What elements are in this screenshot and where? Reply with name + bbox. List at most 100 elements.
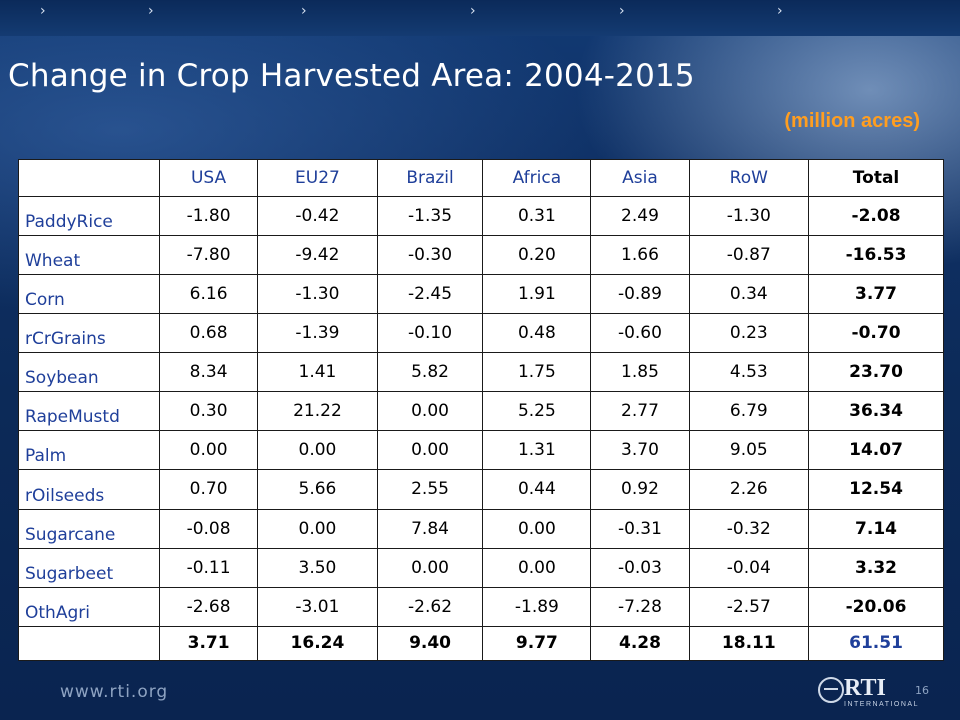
table-cell: 1.31	[482, 430, 592, 471]
row-label: PaddyRice	[18, 195, 160, 237]
row-label: Palm	[18, 430, 160, 471]
table-cell: 0.31	[482, 195, 592, 237]
column-header-row: RoW	[688, 159, 810, 197]
table-row: OthAgri -2.68 -3.01 -2.62 -1.89 -7.28 -2.57 -20…	[18, 586, 944, 627]
table-cell: 6.16	[158, 274, 259, 315]
table-cell: -1.30	[688, 195, 810, 237]
table-row: RapeMustd 0.30 21.22 0.00 5.25 2.77 6.79 36.34	[18, 391, 944, 432]
table-cell: -1.30	[257, 274, 378, 315]
table-cell: 3.50	[257, 547, 378, 588]
row-total-cell: 3.77	[808, 274, 944, 315]
column-header-africa: Africa	[482, 159, 592, 197]
row-total-cell: 36.34	[808, 391, 944, 432]
table-cell: -0.08	[158, 508, 259, 549]
table-cell: -1.89	[482, 586, 592, 627]
row-total-cell: 23.70	[808, 352, 944, 393]
nav-chevron-icon: ›	[40, 3, 46, 19]
table-cell: 1.66	[590, 235, 690, 276]
table-row: Sugarcane -0.08 0.00 7.84 0.00 -0.31 -0.32 7.14	[18, 508, 944, 549]
table-cell: 8.34	[158, 352, 259, 393]
table-cell: -2.68	[158, 586, 259, 627]
row-label: RapeMustd	[18, 391, 160, 432]
column-header-eu27: EU27	[257, 159, 378, 197]
column-total-cell: 9.40	[376, 625, 484, 662]
table-row: PaddyRice -1.80 -0.42 -1.35 0.31 2.49 -1.30 -2.…	[18, 195, 944, 237]
row-total-cell: 3.32	[808, 547, 944, 588]
table-header-row: USA EU27 Brazil Africa Asia RoW Total	[18, 159, 944, 197]
table-cell: -0.42	[257, 195, 378, 237]
table-cell: -0.60	[590, 313, 690, 354]
nav-chevron-icon: ›	[148, 3, 154, 19]
table-cell: -2.62	[376, 586, 484, 627]
table-cell: 0.00	[158, 430, 259, 471]
table-row: Soybean 8.34 1.41 5.82 1.75 1.85 4.53 23.70	[18, 352, 944, 393]
crop-area-table: USA EU27 Brazil Africa Asia RoW Total Pa…	[18, 159, 944, 662]
table-cell: 0.70	[158, 469, 259, 510]
table-cell: 21.22	[257, 391, 378, 432]
column-total-cell: 3.71	[158, 625, 259, 662]
table-cell: 0.68	[158, 313, 259, 354]
table-cell: 0.34	[688, 274, 810, 315]
table-cell: 0.00	[482, 547, 592, 588]
row-total-cell: -20.06	[808, 586, 944, 627]
table-cell: 0.00	[257, 508, 378, 549]
table-row: Wheat -7.80 -9.42 -0.30 0.20 1.66 -0.87 -16.53	[18, 235, 944, 276]
table-cell: 0.00	[376, 391, 484, 432]
table-cell: 2.77	[590, 391, 690, 432]
table-cell: 0.20	[482, 235, 592, 276]
rti-logo: RTI INTERNATIONAL	[818, 673, 918, 713]
row-label: Sugarbeet	[18, 547, 160, 588]
table-cell: 0.23	[688, 313, 810, 354]
table-cell: 0.00	[257, 430, 378, 471]
nav-chevron-icon: ›	[619, 3, 625, 19]
table-row: Sugarbeet -0.11 3.50 0.00 0.00 -0.03 -0.04 3.32	[18, 547, 944, 588]
table-cell: 1.91	[482, 274, 592, 315]
logo-text: RTI	[844, 675, 886, 701]
table-cell: -9.42	[257, 235, 378, 276]
column-header-asia: Asia	[590, 159, 690, 197]
table-cell: 5.25	[482, 391, 592, 432]
row-label: Corn	[18, 274, 160, 315]
table-cell: 0.92	[590, 469, 690, 510]
table-row: Corn 6.16 -1.30 -2.45 1.91 -0.89 0.34 3.77	[18, 274, 944, 315]
footer-url: www.rti.org	[60, 682, 169, 702]
table-cell: 1.41	[257, 352, 378, 393]
row-total-cell: -0.70	[808, 313, 944, 354]
table-cell: -1.39	[257, 313, 378, 354]
column-total-cell	[18, 625, 160, 662]
table-cell: 0.00	[482, 508, 592, 549]
row-label: Wheat	[18, 235, 160, 276]
nav-chevron-icon: ›	[301, 3, 307, 19]
table-cell: -7.28	[590, 586, 690, 627]
row-label: OthAgri	[18, 586, 160, 627]
page-number: 16	[915, 684, 929, 697]
column-header-blank	[18, 159, 160, 197]
row-total-cell: 12.54	[808, 469, 944, 510]
row-label: Sugarcane	[18, 508, 160, 549]
row-label: rOilseeds	[18, 469, 160, 510]
table-cell: -1.80	[158, 195, 259, 237]
row-total-cell: 7.14	[808, 508, 944, 549]
table-cell: -0.32	[688, 508, 810, 549]
table-cell: 6.79	[688, 391, 810, 432]
column-total-cell: 4.28	[590, 625, 690, 662]
row-total-cell: -2.08	[808, 195, 944, 237]
table-cell: -7.80	[158, 235, 259, 276]
table-cell: -0.04	[688, 547, 810, 588]
totals-row: 3.71 16.24 9.40 9.77 4.28 18.11 61.51	[18, 625, 944, 662]
slide-title: Change in Crop Harvested Area: 2004-2015	[8, 58, 695, 94]
logo-subtext: INTERNATIONAL	[844, 701, 919, 708]
table-cell: 2.26	[688, 469, 810, 510]
column-total-cell: 16.24	[257, 625, 378, 662]
slide-subtitle: (million acres)	[784, 110, 920, 132]
column-total-cell: 9.77	[482, 625, 592, 662]
table-row: Palm 0.00 0.00 0.00 1.31 3.70 9.05 14.07	[18, 430, 944, 471]
table-cell: 1.85	[590, 352, 690, 393]
globe-icon	[818, 677, 844, 703]
table-cell: 3.70	[590, 430, 690, 471]
table-cell: 5.66	[257, 469, 378, 510]
table-cell: -0.10	[376, 313, 484, 354]
table-cell: 0.00	[376, 430, 484, 471]
table-cell: 2.55	[376, 469, 484, 510]
table-row: rOilseeds 0.70 5.66 2.55 0.44 0.92 2.26 12.54	[18, 469, 944, 510]
